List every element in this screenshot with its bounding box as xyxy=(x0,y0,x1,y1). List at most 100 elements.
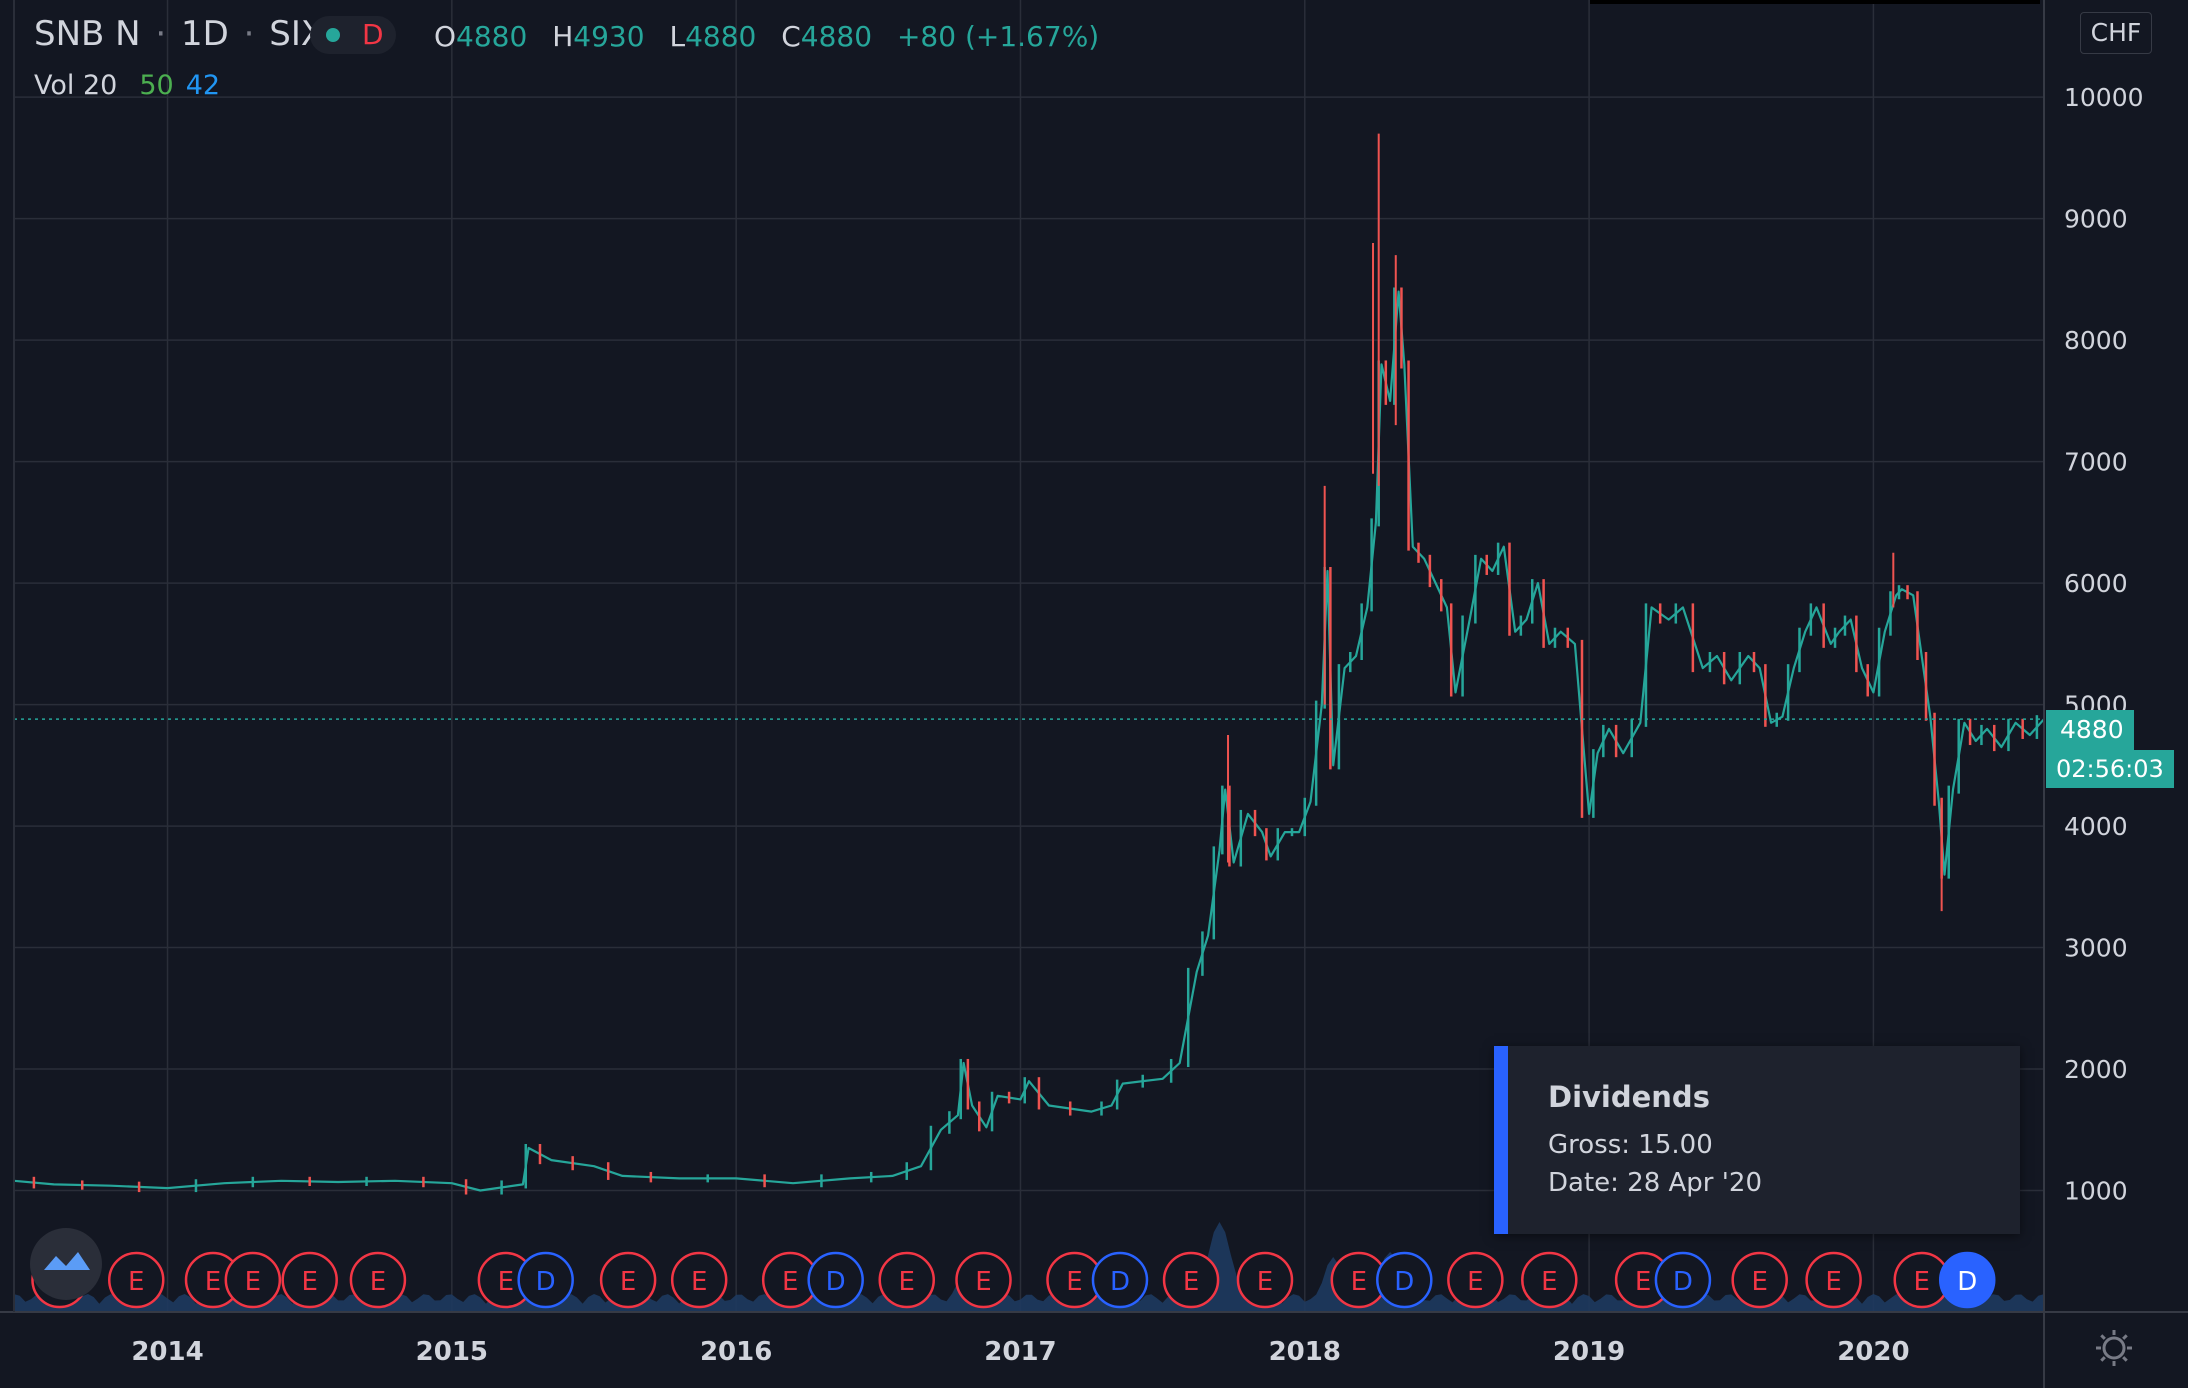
y-tick-label: 8000 xyxy=(2064,326,2128,355)
tooltip-accent-bar xyxy=(1494,1046,1508,1234)
low-value: 4880 xyxy=(685,20,757,53)
event-marker-letter: D xyxy=(536,1267,556,1297)
earnings-marker[interactable]: E xyxy=(1162,1251,1220,1309)
earnings-marker[interactable]: E xyxy=(1521,1251,1578,1309)
earnings-marker[interactable]: E xyxy=(1046,1251,1103,1309)
currency-button[interactable]: CHF xyxy=(2080,12,2152,54)
gear-tooth xyxy=(2122,1334,2128,1340)
y-tick-label: 2000 xyxy=(2064,1055,2128,1084)
y-tick-label: 4000 xyxy=(2064,812,2128,841)
event-marker-circle xyxy=(281,1251,338,1309)
x-tick-label: 2017 xyxy=(984,1337,1056,1367)
x-tick-label: 2016 xyxy=(700,1337,772,1367)
event-marker-letter: E xyxy=(782,1267,798,1297)
event-marker-letter: E xyxy=(498,1267,514,1297)
event-marker-letter: E xyxy=(1635,1267,1651,1297)
event-marker-letter: D xyxy=(1957,1267,1977,1297)
event-marker-circle xyxy=(599,1251,657,1309)
earnings-marker[interactable]: E xyxy=(1330,1251,1388,1309)
y-tick-label: 1000 xyxy=(2064,1177,2128,1206)
event-marker-letter: E xyxy=(1066,1267,1082,1297)
countdown-tag: 02:56:03 xyxy=(2046,750,2174,788)
earnings-marker[interactable]: E xyxy=(1614,1251,1672,1309)
event-marker-letter: E xyxy=(1914,1267,1930,1297)
event-marker-letter: E xyxy=(899,1267,915,1297)
event-marker-letter: E xyxy=(370,1267,386,1297)
event-marker-letter: E xyxy=(1825,1267,1841,1297)
earnings-marker[interactable]: E xyxy=(1236,1251,1294,1309)
open-label: O xyxy=(434,20,457,53)
close-label: C xyxy=(781,20,801,53)
high-label: H xyxy=(552,20,574,53)
dividend-marker[interactable]: D xyxy=(1938,1251,1996,1309)
earnings-marker[interactable]: E xyxy=(1731,1251,1788,1309)
earnings-marker[interactable]: E xyxy=(281,1251,338,1309)
event-marker-letter: E xyxy=(245,1267,261,1297)
dividend-marker[interactable]: D xyxy=(1654,1251,1712,1309)
event-marker-letter: E xyxy=(1351,1267,1367,1297)
event-marker-letter: D xyxy=(1673,1267,1693,1297)
x-tick-label: 2020 xyxy=(1837,1337,1909,1367)
price-series xyxy=(13,133,2045,1195)
date-value: 28 Apr '20 xyxy=(1627,1168,1762,1198)
title-separator: · xyxy=(155,14,167,54)
earnings-marker[interactable]: E xyxy=(599,1251,657,1309)
last-price-tag: 4880 xyxy=(2046,710,2134,750)
dividend-marker[interactable]: D xyxy=(1376,1251,1433,1309)
earnings-marker[interactable]: E xyxy=(670,1251,728,1309)
symbol-title[interactable]: SNB N · 1D · SIX xyxy=(34,14,324,54)
dividend-marker[interactable]: D xyxy=(1091,1251,1149,1309)
event-marker-letter: E xyxy=(1257,1267,1273,1297)
earnings-marker[interactable]: E xyxy=(1805,1251,1862,1309)
status-dot-icon xyxy=(326,28,340,42)
dividend-marker[interactable]: D xyxy=(807,1251,864,1309)
earnings-marker[interactable]: E xyxy=(878,1251,935,1309)
ohlc-legend: O4880 H4930 L4880 C4880 +80 (+1.67%) xyxy=(434,20,1099,53)
event-marker-circle xyxy=(1805,1251,1862,1309)
gross-label: Gross: xyxy=(1548,1130,1631,1160)
event-marker-circle xyxy=(1521,1251,1578,1309)
event-marker-letter: E xyxy=(205,1267,221,1297)
event-marker-letter: D xyxy=(826,1267,846,1297)
logo-shape xyxy=(44,1252,90,1270)
y-tick-label: 7000 xyxy=(2064,448,2128,477)
high-value: 4930 xyxy=(573,20,645,53)
earnings-marker[interactable]: E xyxy=(761,1251,819,1309)
event-marker-circle xyxy=(517,1251,574,1309)
earnings-marker[interactable]: E xyxy=(224,1251,282,1309)
event-marker-letter: E xyxy=(1541,1267,1557,1297)
event-marker-circle xyxy=(1654,1251,1712,1309)
tooltip-date: Date: 28 Apr '20 xyxy=(1548,1168,1762,1198)
event-marker-letter: E xyxy=(128,1267,144,1297)
event-marker-circle xyxy=(1731,1251,1788,1309)
date-label: Date: xyxy=(1548,1168,1619,1198)
event-marker-letter: E xyxy=(620,1267,636,1297)
tooltip-title: Dividends xyxy=(1548,1080,1710,1114)
dividend-marker[interactable]: D xyxy=(517,1251,574,1309)
earnings-marker[interactable]: E xyxy=(1447,1251,1504,1309)
y-tick-label: 6000 xyxy=(2064,569,2128,598)
earnings-marker[interactable]: E xyxy=(349,1251,407,1309)
event-marker-letter: E xyxy=(1751,1267,1767,1297)
earnings-marker[interactable]: E xyxy=(108,1251,165,1309)
title-separator: · xyxy=(243,14,255,54)
event-marker-circle xyxy=(1162,1251,1220,1309)
gross-value: 15.00 xyxy=(1638,1130,1713,1160)
y-tick-label: 9000 xyxy=(2064,205,2128,234)
market-status-pill[interactable]: D xyxy=(310,16,396,54)
earnings-marker[interactable]: E xyxy=(955,1251,1012,1309)
settings-gear-icon[interactable] xyxy=(2096,1330,2132,1366)
event-markers[interactable]: EEEEEEEDEEEDEEEDEEEDEEEDEEED xyxy=(30,1228,1996,1309)
symbol-name: SNB N xyxy=(34,14,141,54)
event-marker-letter: D xyxy=(1110,1267,1130,1297)
tooltip-gross: Gross: 15.00 xyxy=(1548,1130,1713,1160)
volume-legend[interactable]: Vol 20 50 42 xyxy=(34,70,220,101)
event-marker-circle xyxy=(955,1251,1012,1309)
x-tick-label: 2015 xyxy=(416,1337,488,1367)
chart-grid xyxy=(14,0,2044,1312)
event-marker-circle xyxy=(807,1251,864,1309)
event-marker-circle xyxy=(1091,1251,1149,1309)
earnings-marker[interactable]: E xyxy=(477,1251,535,1309)
event-marker-letter: D xyxy=(1394,1267,1414,1297)
